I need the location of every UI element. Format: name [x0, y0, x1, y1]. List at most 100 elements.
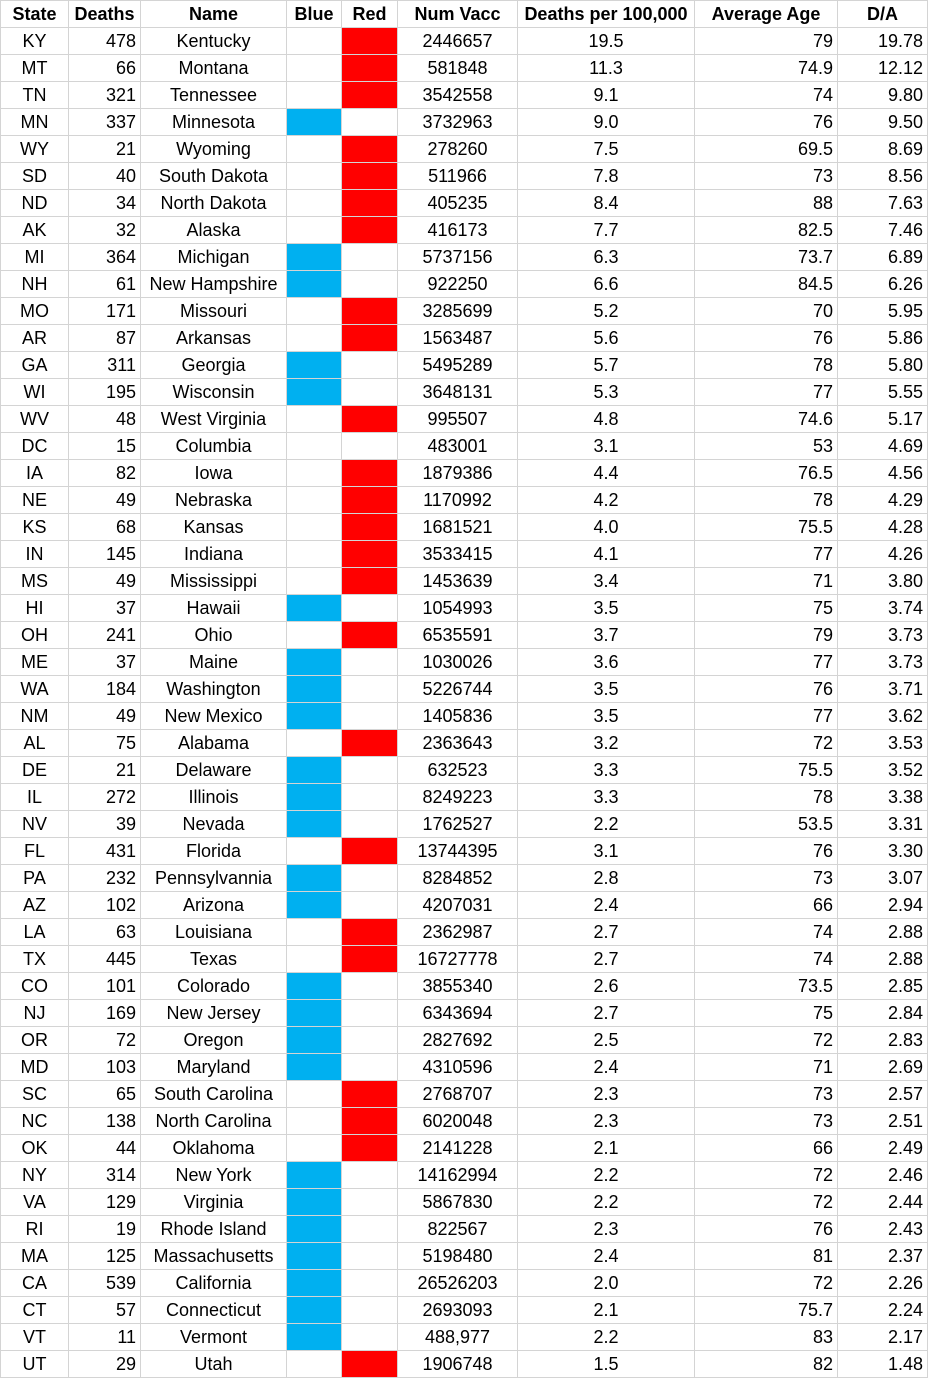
cell-blue-marker[interactable]	[286, 1161, 342, 1189]
cell-state[interactable]: DE	[0, 756, 69, 784]
cell-state[interactable]: MI	[0, 243, 69, 271]
cell-average-age[interactable]: 75	[694, 594, 838, 622]
cell-num-vacc[interactable]: 16727778	[397, 945, 518, 973]
cell-d-a[interactable]: 3.74	[837, 594, 928, 622]
cell-blue-marker[interactable]	[286, 1107, 342, 1135]
cell-state[interactable]: WI	[0, 378, 69, 406]
cell-d-a[interactable]: 1.48	[837, 1350, 928, 1378]
cell-deaths-per-100k[interactable]: 4.1	[517, 540, 695, 568]
cell-blue-marker[interactable]	[286, 108, 342, 136]
header-blue[interactable]: Blue	[286, 0, 342, 28]
cell-num-vacc[interactable]: 1030026	[397, 648, 518, 676]
cell-red-marker[interactable]	[341, 783, 398, 811]
cell-state[interactable]: IN	[0, 540, 69, 568]
header-average-age[interactable]: Average Age	[694, 0, 838, 28]
cell-red-marker[interactable]	[341, 162, 398, 190]
cell-num-vacc[interactable]: 1563487	[397, 324, 518, 352]
cell-blue-marker[interactable]	[286, 1026, 342, 1054]
cell-red-marker[interactable]	[341, 1107, 398, 1135]
cell-name[interactable]: Nevada	[140, 810, 287, 838]
cell-name[interactable]: Minnesota	[140, 108, 287, 136]
cell-d-a[interactable]: 2.46	[837, 1161, 928, 1189]
cell-average-age[interactable]: 73.5	[694, 972, 838, 1000]
cell-state[interactable]: KY	[0, 27, 69, 55]
cell-state[interactable]: WY	[0, 135, 69, 163]
cell-name[interactable]: New Hampshire	[140, 270, 287, 298]
cell-blue-marker[interactable]	[286, 999, 342, 1027]
cell-deaths[interactable]: 82	[68, 459, 141, 487]
cell-blue-marker[interactable]	[286, 81, 342, 109]
cell-num-vacc[interactable]: 5867830	[397, 1188, 518, 1216]
cell-red-marker[interactable]	[341, 837, 398, 865]
cell-red-marker[interactable]	[341, 675, 398, 703]
cell-average-age[interactable]: 78	[694, 351, 838, 379]
cell-name[interactable]: Kansas	[140, 513, 287, 541]
cell-average-age[interactable]: 71	[694, 1053, 838, 1081]
cell-average-age[interactable]: 75.7	[694, 1296, 838, 1324]
cell-num-vacc[interactable]: 1405836	[397, 702, 518, 730]
cell-deaths-per-100k[interactable]: 2.0	[517, 1269, 695, 1297]
cell-blue-marker[interactable]	[286, 1215, 342, 1243]
cell-red-marker[interactable]	[341, 189, 398, 217]
cell-name[interactable]: South Dakota	[140, 162, 287, 190]
cell-d-a[interactable]: 3.31	[837, 810, 928, 838]
cell-state[interactable]: LA	[0, 918, 69, 946]
cell-red-marker[interactable]	[341, 756, 398, 784]
cell-state[interactable]: NY	[0, 1161, 69, 1189]
cell-average-age[interactable]: 71	[694, 567, 838, 595]
cell-state[interactable]: CO	[0, 972, 69, 1000]
cell-red-marker[interactable]	[341, 297, 398, 325]
cell-deaths[interactable]: 37	[68, 648, 141, 676]
cell-blue-marker[interactable]	[286, 621, 342, 649]
cell-num-vacc[interactable]: 581848	[397, 54, 518, 82]
cell-d-a[interactable]: 2.17	[837, 1323, 928, 1351]
cell-blue-marker[interactable]	[286, 837, 342, 865]
cell-blue-marker[interactable]	[286, 1296, 342, 1324]
cell-average-age[interactable]: 88	[694, 189, 838, 217]
cell-state[interactable]: FL	[0, 837, 69, 865]
cell-deaths[interactable]: 129	[68, 1188, 141, 1216]
cell-state[interactable]: NM	[0, 702, 69, 730]
cell-deaths[interactable]: 49	[68, 702, 141, 730]
cell-name[interactable]: Mississippi	[140, 567, 287, 595]
cell-name[interactable]: Wyoming	[140, 135, 287, 163]
cell-name[interactable]: Oregon	[140, 1026, 287, 1054]
cell-num-vacc[interactable]: 4310596	[397, 1053, 518, 1081]
cell-d-a[interactable]: 5.17	[837, 405, 928, 433]
cell-num-vacc[interactable]: 3533415	[397, 540, 518, 568]
cell-deaths[interactable]: 61	[68, 270, 141, 298]
cell-d-a[interactable]: 4.56	[837, 459, 928, 487]
cell-average-age[interactable]: 53	[694, 432, 838, 460]
cell-average-age[interactable]: 77	[694, 540, 838, 568]
cell-d-a[interactable]: 2.37	[837, 1242, 928, 1270]
cell-average-age[interactable]: 73	[694, 162, 838, 190]
cell-num-vacc[interactable]: 922250	[397, 270, 518, 298]
cell-deaths-per-100k[interactable]: 11.3	[517, 54, 695, 82]
cell-blue-marker[interactable]	[286, 729, 342, 757]
cell-d-a[interactable]: 2.57	[837, 1080, 928, 1108]
cell-red-marker[interactable]	[341, 270, 398, 298]
cell-d-a[interactable]: 3.53	[837, 729, 928, 757]
cell-deaths[interactable]: 232	[68, 864, 141, 892]
cell-deaths-per-100k[interactable]: 2.2	[517, 1188, 695, 1216]
cell-red-marker[interactable]	[341, 1053, 398, 1081]
cell-name[interactable]: Ohio	[140, 621, 287, 649]
cell-num-vacc[interactable]: 4207031	[397, 891, 518, 919]
cell-deaths[interactable]: 478	[68, 27, 141, 55]
cell-deaths-per-100k[interactable]: 4.4	[517, 459, 695, 487]
header-name[interactable]: Name	[140, 0, 287, 28]
cell-deaths-per-100k[interactable]: 7.8	[517, 162, 695, 190]
cell-name[interactable]: Alabama	[140, 729, 287, 757]
cell-deaths-per-100k[interactable]: 3.2	[517, 729, 695, 757]
cell-d-a[interactable]: 4.69	[837, 432, 928, 460]
cell-average-age[interactable]: 73	[694, 1107, 838, 1135]
cell-deaths[interactable]: 145	[68, 540, 141, 568]
cell-name[interactable]: North Dakota	[140, 189, 287, 217]
cell-name[interactable]: Oklahoma	[140, 1134, 287, 1162]
cell-name[interactable]: Indiana	[140, 540, 287, 568]
cell-num-vacc[interactable]: 1170992	[397, 486, 518, 514]
cell-name[interactable]: Illinois	[140, 783, 287, 811]
cell-state[interactable]: NV	[0, 810, 69, 838]
cell-red-marker[interactable]	[341, 243, 398, 271]
cell-name[interactable]: Tennessee	[140, 81, 287, 109]
